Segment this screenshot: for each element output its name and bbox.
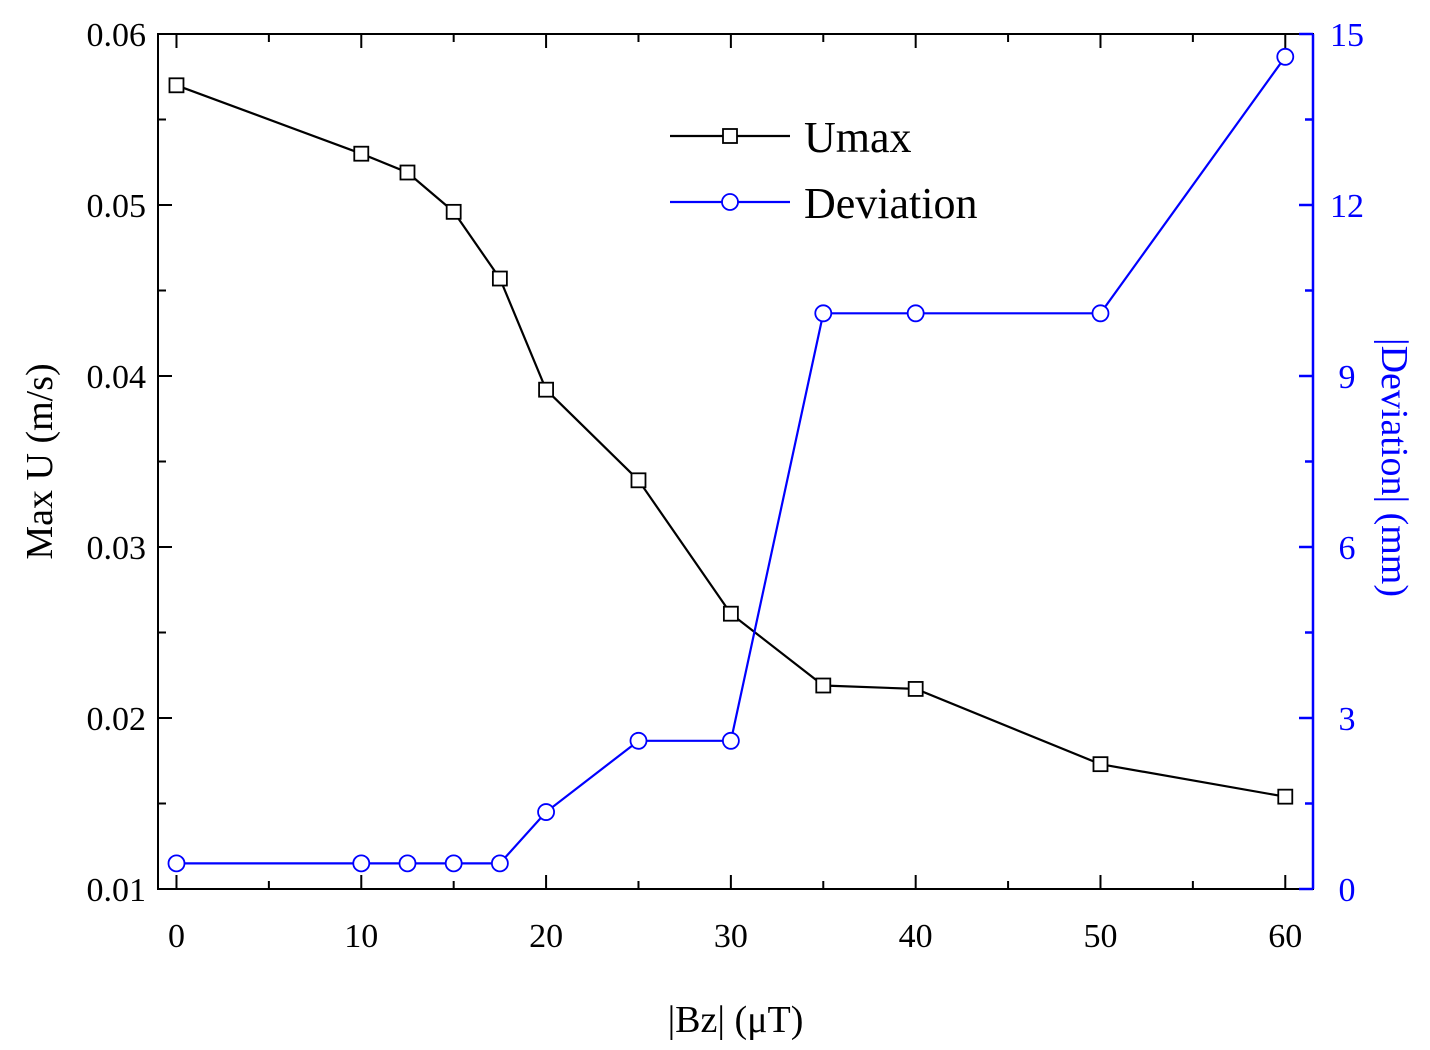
x-axis-ticks: 0 10 20 30 40 50 60 <box>168 34 1302 955</box>
x-tick-label: 30 <box>714 918 748 955</box>
x-tick-label: 40 <box>899 918 933 955</box>
left-y-axis-title: Max U (m/s) <box>19 363 61 559</box>
x-tick-label: 50 <box>1083 918 1117 955</box>
data-point-umax <box>399 164 416 181</box>
left-y-axis-ticks: 0.01 0.02 0.03 0.04 0.05 0.06 <box>87 17 172 909</box>
left-y-tick-label: 0.01 <box>87 872 147 909</box>
data-point-deviation <box>490 854 509 873</box>
right-y-axis-ticks: 0 3 6 9 12 15 <box>1299 17 1364 909</box>
data-point-deviation <box>1091 304 1110 323</box>
x-tick-label: 0 <box>168 918 185 955</box>
series-line-umax <box>176 84 1286 798</box>
left-y-tick-label: 0.04 <box>87 359 147 396</box>
legend-marker-deviation <box>721 193 739 211</box>
right-y-tick-label: 9 <box>1339 359 1356 396</box>
right-y-tick-label: 15 <box>1330 17 1364 54</box>
right-y-tick-label: 0 <box>1339 872 1356 909</box>
data-point-umax <box>445 203 462 220</box>
data-point-umax <box>1092 756 1109 773</box>
plot-frame <box>157 33 1314 890</box>
left-y-tick-label: 0.03 <box>87 530 147 567</box>
x-tick-label: 20 <box>529 918 563 955</box>
right-y-tick-label: 3 <box>1339 701 1356 738</box>
data-point-umax <box>168 77 185 94</box>
data-point-deviation <box>721 731 740 750</box>
data-point-deviation <box>906 304 925 323</box>
right-y-tick-label: 12 <box>1330 188 1364 225</box>
data-point-umax <box>630 472 647 489</box>
legend-label-deviation: Deviation <box>804 179 978 228</box>
data-point-deviation <box>398 854 417 873</box>
data-point-umax <box>491 270 508 287</box>
legend: Umax Deviation <box>670 113 978 228</box>
data-point-umax <box>907 681 924 697</box>
data-point-deviation <box>1276 47 1295 66</box>
left-y-tick-label: 0.06 <box>87 17 147 54</box>
data-point-deviation <box>629 731 648 750</box>
data-point-deviation <box>444 854 463 873</box>
data-point-deviation <box>167 854 186 873</box>
data-point-umax <box>1277 788 1294 805</box>
legend-marker-umax <box>722 128 738 144</box>
legend-label-umax: Umax <box>804 113 912 162</box>
data-point-umax <box>722 605 739 622</box>
data-point-deviation <box>352 854 371 873</box>
data-point-umax <box>353 145 370 162</box>
right-y-tick-label: 6 <box>1339 530 1356 567</box>
right-y-axis-title: |Deviation| (mm) <box>1373 338 1415 597</box>
data-point-umax <box>538 381 554 398</box>
x-tick-label: 60 <box>1268 918 1302 955</box>
series-layer <box>167 47 1295 873</box>
data-point-deviation <box>537 803 555 821</box>
left-y-tick-label: 0.05 <box>87 188 147 225</box>
data-point-umax <box>815 677 832 694</box>
data-point-deviation <box>814 304 833 323</box>
x-tick-label: 10 <box>344 918 378 955</box>
x-axis-title: |Bz| (μT) <box>668 999 804 1041</box>
left-y-tick-label: 0.02 <box>87 701 147 738</box>
